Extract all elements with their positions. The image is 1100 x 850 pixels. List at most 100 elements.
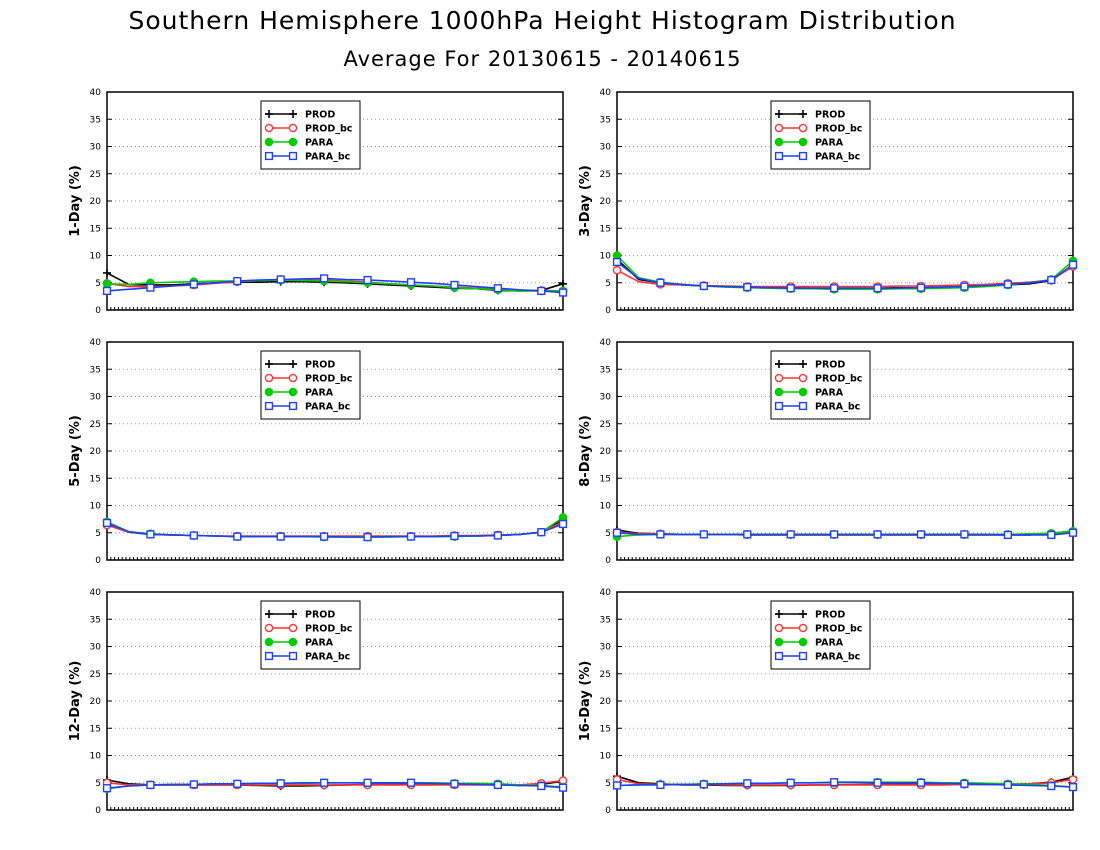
legend-label-PROD: PROD	[305, 610, 335, 621]
legend-label-PARA: PARA	[815, 138, 844, 149]
legend-marker-PROD	[775, 360, 783, 368]
plot-frame	[106, 91, 564, 311]
data-point-PARA_bc	[612, 257, 622, 267]
y-tick-label: 25	[600, 670, 611, 680]
legend-box	[770, 600, 871, 670]
data-point-PARA_bc	[493, 284, 502, 293]
data-point-PARA_bc	[406, 278, 416, 287]
data-point-PARA_bc	[916, 778, 926, 787]
y-tick-label: 20	[600, 447, 612, 457]
data-point-PARA_bc	[320, 532, 329, 541]
legend-marker-PARA_bc	[264, 651, 274, 661]
data-point-PROD_bc	[612, 265, 622, 275]
data-point-PARA_bc	[102, 286, 112, 296]
series-line-PARA_bc	[616, 532, 1074, 536]
y-tick-label: 25	[90, 420, 101, 430]
legend: PROD PROD_bc PARA PARA_bc	[260, 600, 361, 670]
data-point-PARA_bc	[450, 280, 459, 290]
y-tick-label: 30	[90, 643, 102, 653]
legend-marker-PROD_bc	[774, 373, 784, 383]
y-tick-label: 40	[600, 88, 612, 98]
data-point-PARA_bc	[493, 531, 502, 540]
data-point-PARA_bc	[1003, 780, 1012, 790]
legend-box	[770, 350, 871, 420]
legend: PROD PROD_bc PARA PARA_bc	[770, 350, 871, 420]
legend-marker-PARA	[774, 637, 784, 647]
legend-marker-PROD	[799, 360, 807, 368]
legend-marker-PROD_bc	[264, 373, 274, 383]
y-tick-label: 10	[600, 252, 612, 262]
y-tick-label: 30	[600, 393, 612, 403]
data-point-PARA_bc	[612, 781, 622, 790]
data-point-PARA_bc	[233, 277, 242, 286]
y-tick-label: 10	[90, 752, 102, 762]
y-tick-label: 15	[90, 724, 101, 734]
y-axis-label: 1-Day (%)	[68, 165, 83, 237]
data-point-PARA_bc	[743, 283, 752, 292]
legend-marker-PARA	[798, 387, 808, 397]
legend-label-PARA: PARA	[815, 388, 844, 399]
y-tick-label: 30	[90, 393, 102, 403]
legend-box	[770, 100, 871, 170]
data-point-PARA_bc	[743, 779, 752, 788]
data-point-PARA_bc	[960, 282, 969, 291]
legend-marker-PROD_bc	[798, 623, 808, 633]
y-tick-label: 20	[600, 697, 612, 707]
legend-label-PARA_bc: PARA_bc	[815, 652, 860, 663]
data-point-PARA_bc	[656, 780, 665, 790]
chart-panel-1: 0 5 10 15 20 25 30 35 40 1-Day (%) PROD PROD_bc PARA…	[68, 88, 568, 316]
legend-label-PROD: PROD	[305, 360, 335, 371]
data-point-PARA_bc	[1068, 260, 1078, 269]
legend-marker-PROD	[265, 110, 273, 118]
data-point-PARA_bc	[960, 779, 969, 788]
plot-frame	[616, 341, 1074, 561]
y-tick-label: 10	[600, 502, 612, 512]
legend-marker-PARA_bc	[774, 651, 784, 661]
data-point-PARA_bc	[656, 278, 665, 287]
y-tick-label: 15	[90, 474, 101, 484]
y-tick-label: 10	[90, 502, 102, 512]
legend-marker-PROD	[289, 110, 297, 118]
data-point-PARA_bc	[450, 779, 459, 788]
y-tick-label: 20	[90, 447, 102, 457]
y-tick-label: 15	[600, 474, 611, 484]
legend-marker-PROD	[799, 610, 807, 618]
y-tick-label: 25	[600, 420, 611, 430]
legend-marker-PROD_bc	[798, 373, 808, 383]
y-tick-label: 40	[90, 588, 102, 598]
data-point-PARA_bc	[537, 528, 546, 537]
data-point-PARA_bc	[1047, 530, 1056, 540]
data-point-PARA_bc	[102, 784, 112, 793]
legend-label-PARA_bc: PARA_bc	[305, 652, 350, 663]
data-point-PARA_bc	[363, 778, 372, 787]
data-point-PARA_bc	[1068, 783, 1078, 792]
series-line-PARA_bc	[106, 277, 564, 294]
data-point-PARA_bc	[916, 283, 926, 292]
data-point-PROD	[103, 268, 111, 277]
legend-label-PARA: PARA	[305, 638, 334, 649]
legend-marker-PROD_bc	[288, 123, 298, 133]
data-point-PARA_bc	[363, 275, 372, 285]
y-tick-label: 30	[600, 643, 612, 653]
data-point-PARA_bc	[493, 780, 502, 790]
legend-marker-PARA	[774, 387, 784, 397]
y-tick-label: 30	[90, 143, 102, 153]
legend-label-PROD: PROD	[815, 110, 845, 121]
y-tick-label: 35	[90, 115, 101, 125]
data-point-PARA_bc	[450, 531, 459, 541]
legend-marker-PROD	[265, 360, 273, 368]
data-point-PARA_bc	[276, 275, 285, 284]
legend-marker-PROD_bc	[774, 623, 784, 633]
legend-label-PARA_bc: PARA_bc	[305, 152, 350, 163]
legend-label-PARA: PARA	[305, 138, 334, 149]
data-point-PARA_bc	[146, 283, 155, 292]
data-point-PARA_bc	[743, 530, 752, 539]
legend-marker-PARA_bc	[264, 401, 274, 411]
y-tick-label: 20	[600, 197, 612, 207]
data-point-PARA_bc	[406, 532, 416, 541]
legend-label-PARA_bc: PARA_bc	[815, 152, 860, 163]
y-axis-label: 3-Day (%)	[578, 165, 593, 237]
legend-marker-PARA	[798, 137, 808, 147]
legend-marker-PROD_bc	[264, 623, 274, 633]
y-tick-label: 0	[95, 556, 101, 566]
